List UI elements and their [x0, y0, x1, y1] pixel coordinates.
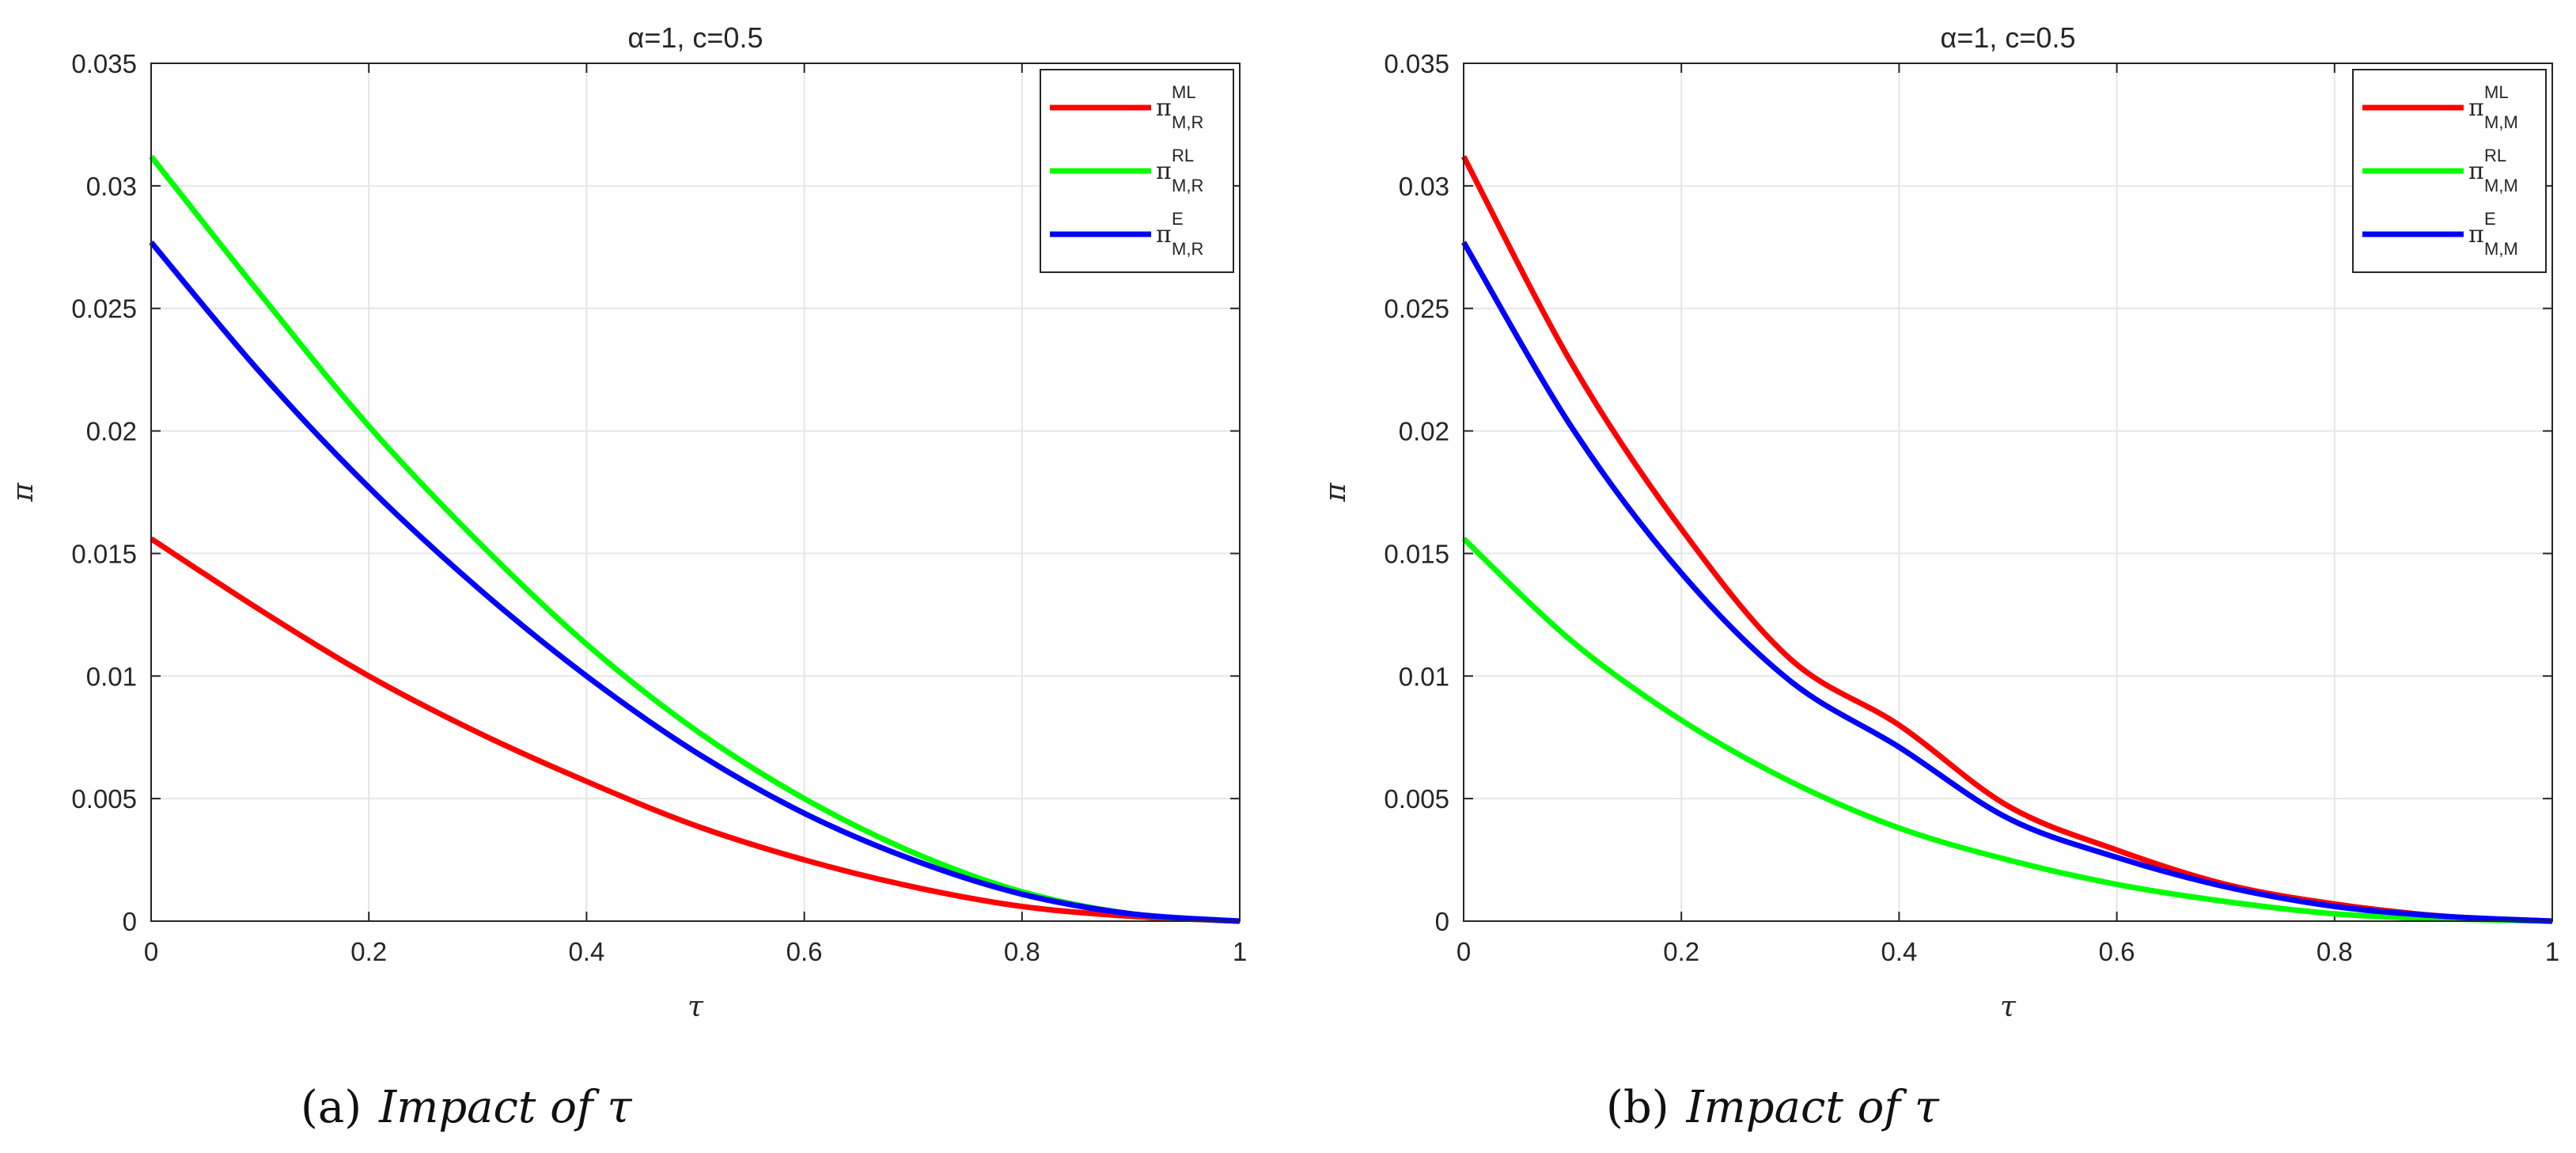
chart-b: 0 0.2 0.4 0.6 0.8 1 0 0.005 0.01 0.015 0.02 0.025 0.…: [1320, 21, 2559, 1133]
y-tick-label: 0.02: [86, 417, 137, 446]
y-tick-label: 0.015: [1384, 539, 1449, 568]
y-tick-label: 0.035: [1384, 49, 1449, 78]
legend-symbol: π: [2468, 94, 2484, 122]
x-tick-label: 0: [1457, 937, 1471, 966]
legend-superscript: ML: [2484, 82, 2509, 102]
y-tick-label: 0.005: [71, 784, 137, 814]
caption-text: Impact of τ: [1686, 1082, 1940, 1133]
series-line-e: [149, 240, 1241, 924]
legend-subscript: M,M: [2484, 112, 2518, 132]
chart-title: α=1, c=0.5: [1941, 21, 2076, 54]
caption-text: Impact of τ: [378, 1082, 632, 1133]
x-axis-label: τ: [688, 991, 704, 1023]
y-tick-label: 0.025: [1384, 294, 1449, 324]
legend-superscript: RL: [1172, 146, 1194, 165]
legend-subscript: M,R: [1172, 112, 1203, 132]
caption: (a) Impact of τ: [301, 1082, 632, 1133]
x-tick-label: 1: [2545, 937, 2559, 966]
caption-label: (a): [301, 1082, 362, 1133]
x-tick-label: 0.2: [350, 937, 387, 966]
y-tick-label: 0.015: [71, 539, 137, 568]
x-tick-label: 0.4: [1881, 937, 1917, 966]
y-tick-label: 0.03: [1399, 172, 1449, 201]
y-tick-label: 0: [123, 907, 137, 936]
x-tick-label: 0: [144, 937, 158, 966]
y-axis-label: π: [7, 482, 40, 503]
x-tick-label: 0.8: [1004, 937, 1040, 966]
legend-subscript: M,R: [1172, 176, 1203, 195]
x-tick-label: 0.6: [2099, 937, 2135, 966]
legend-subscript: M,M: [2484, 239, 2518, 259]
y-tick-label: 0.005: [1384, 784, 1449, 814]
series-line-rl: [1461, 537, 2553, 924]
series-line-ml: [150, 536, 1241, 924]
x-tick-label: 0.6: [786, 937, 823, 966]
caption: (b) Impact of τ: [1606, 1082, 1940, 1133]
legend-subscript: M,M: [2484, 176, 2518, 195]
chart-title: α=1, c=0.5: [628, 21, 763, 54]
caption-label: (b): [1606, 1082, 1669, 1133]
x-tick-label: 0.2: [1663, 937, 1699, 966]
legend-superscript: E: [1172, 209, 1184, 229]
x-axis-label: τ: [2000, 991, 2017, 1023]
y-tick-label: 0: [1435, 907, 1449, 936]
legend-superscript: E: [2484, 209, 2496, 229]
legend-symbol: π: [1156, 94, 1172, 122]
y-tick-label: 0.01: [1399, 662, 1449, 691]
legend-superscript: ML: [1172, 82, 1196, 102]
legend-superscript: RL: [2484, 146, 2506, 165]
chart-a: 0 0.2 0.4 0.6 0.8 1 0 0.005 0.01 0.015 0.02 0.025 0.…: [7, 21, 1247, 1133]
x-tick-label: 1: [1233, 937, 1247, 966]
y-tick-label: 0.03: [86, 172, 137, 201]
axes-box: [1463, 63, 2553, 922]
axes-box: [150, 63, 1241, 922]
x-tick-label: 0.4: [568, 937, 604, 966]
y-axis-label: π: [1320, 482, 1352, 503]
y-tick-label: 0.02: [1399, 417, 1449, 446]
series-line-e: [1460, 241, 2553, 924]
legend-symbol: π: [1156, 157, 1172, 185]
y-tick-label: 0.025: [71, 294, 137, 324]
x-tick-label: 0.8: [2317, 937, 2353, 966]
legend-symbol: π: [2468, 221, 2484, 248]
legend-symbol: π: [1156, 221, 1172, 248]
y-tick-label: 0.01: [86, 662, 137, 691]
legend-subscript: M,R: [1172, 239, 1203, 259]
y-tick-label: 0.035: [71, 49, 137, 78]
legend-symbol: π: [2468, 157, 2484, 185]
